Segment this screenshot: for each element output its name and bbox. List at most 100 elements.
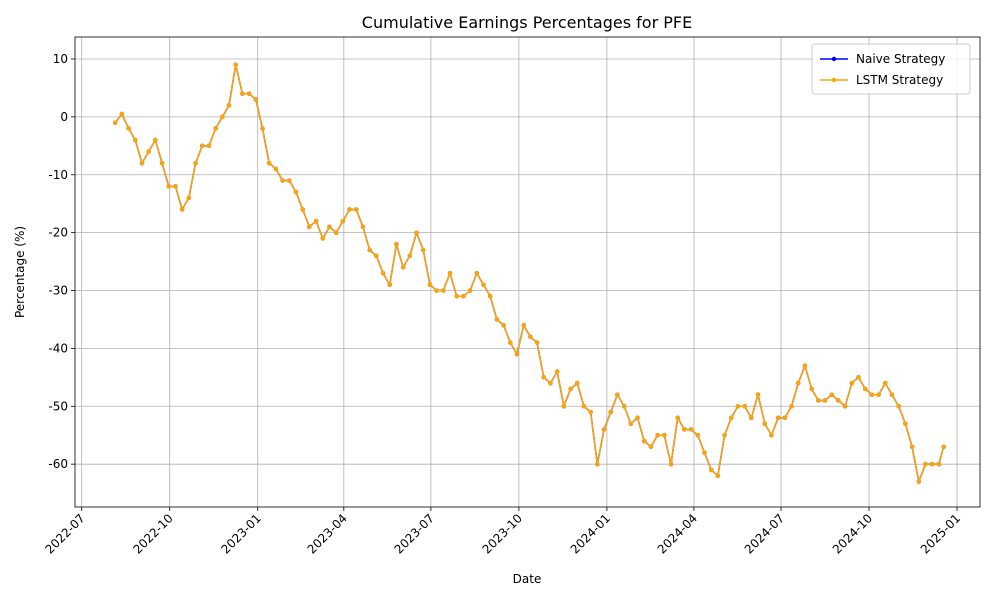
data-point bbox=[668, 461, 674, 467]
data-point bbox=[923, 461, 928, 467]
data-point bbox=[380, 270, 386, 276]
data-point bbox=[695, 433, 700, 438]
x-tick-label: 2024-04 bbox=[655, 511, 700, 556]
data-point bbox=[628, 421, 634, 426]
x-tick-label: 2023-07 bbox=[392, 511, 437, 556]
data-point bbox=[541, 375, 546, 380]
data-point bbox=[166, 184, 171, 189]
data-point bbox=[889, 392, 895, 397]
data-point bbox=[802, 363, 808, 368]
data-point bbox=[508, 340, 513, 345]
data-point bbox=[246, 91, 252, 96]
data-point bbox=[487, 294, 493, 299]
data-point bbox=[621, 404, 627, 409]
data-point bbox=[200, 143, 205, 149]
data-point bbox=[139, 160, 145, 166]
legend-box bbox=[811, 43, 971, 95]
data-point bbox=[755, 392, 761, 397]
data-point bbox=[809, 386, 814, 392]
data-point bbox=[481, 282, 486, 287]
data-point bbox=[568, 386, 573, 392]
data-point bbox=[240, 91, 245, 96]
data-point bbox=[561, 404, 567, 409]
data-point bbox=[320, 236, 325, 241]
data-point bbox=[876, 392, 881, 397]
data-point bbox=[863, 386, 868, 392]
x-tick-label: 2023-04 bbox=[305, 511, 350, 556]
legend-label: Naive Strategy bbox=[856, 52, 945, 66]
data-point bbox=[340, 218, 346, 224]
data-point bbox=[347, 207, 352, 212]
data-point bbox=[407, 253, 413, 258]
data-point bbox=[856, 375, 861, 380]
data-point bbox=[735, 404, 741, 409]
data-point bbox=[648, 444, 654, 450]
data-point bbox=[849, 380, 855, 386]
data-point bbox=[729, 415, 734, 421]
x-tick-label: 2024-07 bbox=[742, 511, 787, 556]
data-point bbox=[615, 392, 620, 397]
data-point bbox=[608, 409, 613, 415]
data-point bbox=[548, 380, 553, 386]
data-point bbox=[708, 467, 714, 473]
data-point bbox=[119, 111, 125, 117]
data-point bbox=[273, 166, 279, 172]
x-tick-label: 2025-01 bbox=[918, 511, 963, 556]
data-point bbox=[179, 207, 185, 212]
data-point bbox=[742, 404, 747, 409]
data-point bbox=[595, 461, 600, 467]
y-tick-label: -20 bbox=[48, 226, 68, 240]
data-point bbox=[441, 288, 446, 293]
data-point bbox=[883, 380, 888, 386]
data-point bbox=[936, 461, 942, 467]
data-point bbox=[769, 433, 774, 438]
data-point bbox=[588, 409, 593, 415]
x-axis-label: Date bbox=[513, 572, 542, 586]
data-point bbox=[333, 230, 339, 235]
x-tick-label: 2024-01 bbox=[568, 511, 613, 556]
data-point bbox=[474, 270, 479, 276]
data-point bbox=[253, 97, 259, 102]
data-point bbox=[762, 421, 767, 426]
series-line bbox=[114, 64, 945, 485]
data-point bbox=[467, 288, 473, 293]
y-tick-label: 0 bbox=[60, 110, 68, 124]
data-point bbox=[896, 404, 901, 409]
data-point bbox=[722, 433, 727, 438]
data-point bbox=[421, 247, 426, 253]
y-tick-label: -10 bbox=[48, 168, 68, 182]
data-point bbox=[688, 427, 694, 432]
data-point bbox=[454, 294, 459, 299]
data-point bbox=[554, 369, 560, 374]
x-tick-label: 2024-10 bbox=[830, 511, 875, 556]
data-point bbox=[193, 160, 198, 166]
x-tick-label: 2023-10 bbox=[480, 511, 525, 556]
data-point bbox=[374, 253, 379, 258]
data-point bbox=[260, 126, 265, 131]
data-point bbox=[929, 461, 935, 467]
y-tick-label: -50 bbox=[48, 399, 68, 413]
data-point bbox=[414, 230, 419, 235]
data-point bbox=[501, 323, 506, 328]
data-point bbox=[153, 137, 158, 143]
data-point bbox=[494, 317, 500, 322]
data-point bbox=[367, 247, 372, 253]
data-point bbox=[682, 427, 687, 432]
series-line bbox=[114, 64, 945, 485]
x-tick-label: 2022-10 bbox=[130, 511, 175, 556]
legend-marker bbox=[831, 56, 837, 62]
data-point bbox=[220, 114, 225, 120]
chart-title: Cumulative Earnings Percentages for PFE bbox=[362, 13, 692, 32]
data-point bbox=[112, 120, 118, 125]
data-point bbox=[941, 444, 946, 450]
data-point bbox=[534, 340, 540, 345]
data-point bbox=[816, 398, 821, 403]
data-point bbox=[909, 444, 915, 450]
x-tick-label: 2022-07 bbox=[42, 511, 87, 556]
data-point bbox=[293, 189, 299, 195]
data-point bbox=[662, 433, 667, 438]
data-point bbox=[521, 323, 526, 328]
data-point bbox=[427, 282, 433, 287]
data-point bbox=[327, 224, 332, 230]
data-point bbox=[461, 294, 466, 299]
